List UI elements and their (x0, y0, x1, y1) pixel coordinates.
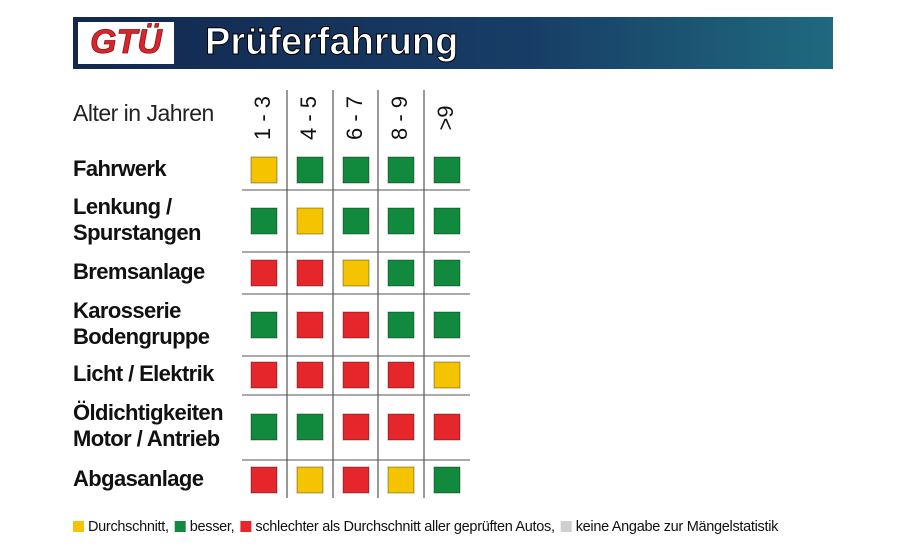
rating-cell (342, 361, 370, 389)
row-label: Fahrwerk (73, 156, 167, 181)
rating-cell (250, 259, 278, 287)
rating-cell (433, 207, 461, 235)
rating-cell (387, 311, 415, 339)
rating-cell (387, 156, 415, 184)
rating-cell (250, 311, 278, 339)
row-label: Bodengruppe (73, 324, 210, 349)
legend-swatch (73, 521, 84, 532)
column-label: 6 - 7 (342, 96, 367, 140)
row-label: Karosserie (73, 298, 181, 323)
column-label: 8 - 9 (387, 96, 412, 140)
rating-cell (250, 156, 278, 184)
rating-cell (433, 311, 461, 339)
rating-cell (296, 207, 324, 235)
rating-cell (433, 413, 461, 441)
row-label: Lenkung / (73, 194, 172, 219)
rating-cell (250, 207, 278, 235)
rating-cell (296, 361, 324, 389)
rating-cell (433, 466, 461, 494)
legend-text: besser, (190, 519, 235, 535)
header-bar (73, 17, 833, 69)
rating-cell (250, 361, 278, 389)
rating-cell (296, 156, 324, 184)
table: 1 - 3 4 - 5 6 - 7 8 - 9 >9 Fahrwerk Lenkung /S… (73, 90, 470, 498)
row-label: Öldichtigkeiten (73, 400, 223, 425)
rating-cell (296, 466, 324, 494)
rating-cell (433, 259, 461, 287)
legend-swatch (240, 521, 252, 532)
rating-cell (296, 413, 324, 441)
legend-swatch (560, 521, 572, 532)
rating-cell (250, 466, 278, 494)
rating-cell (250, 413, 278, 441)
rating-cell (433, 156, 461, 184)
rating-cell (296, 311, 324, 339)
logo-box (78, 22, 174, 64)
rating-cell (342, 311, 370, 339)
row-label: Spurstangen (73, 220, 201, 245)
rating-cell (387, 207, 415, 235)
rating-cell (387, 413, 415, 441)
logo: GTÜ (90, 23, 163, 61)
rating-cell (342, 413, 370, 441)
rating-cell (387, 466, 415, 494)
rating-cell (342, 207, 370, 235)
legend-text: schlechter als Durchschnitt aller geprüf… (255, 519, 554, 535)
rating-cell (342, 156, 370, 184)
rating-cell (387, 259, 415, 287)
rating-cell (387, 361, 415, 389)
legend: Durchschnitt, besser, schlechter als Durch… (73, 519, 779, 535)
rating-cell (342, 466, 370, 494)
axis-label: Alter in Jahren (73, 100, 214, 126)
rating-cell (296, 259, 324, 287)
column-label: >9 (433, 105, 458, 130)
legend-swatch (174, 521, 186, 532)
row-label: Motor / Antrieb (73, 426, 220, 451)
row-label: Abgasanlage (73, 466, 204, 491)
row-label: Licht / Elektrik (73, 361, 215, 386)
column-label: 1 - 3 (250, 96, 275, 140)
header-title: Prüferfahrung (205, 21, 458, 63)
rating-cell (342, 259, 370, 287)
legend-text: keine Angabe zur Mängelstatistik (576, 519, 779, 535)
legend-text: Durchschnitt, (88, 519, 169, 535)
rating-cell (433, 361, 461, 389)
column-label: 4 - 5 (296, 96, 321, 140)
row-label: Bremsanlage (73, 259, 205, 284)
